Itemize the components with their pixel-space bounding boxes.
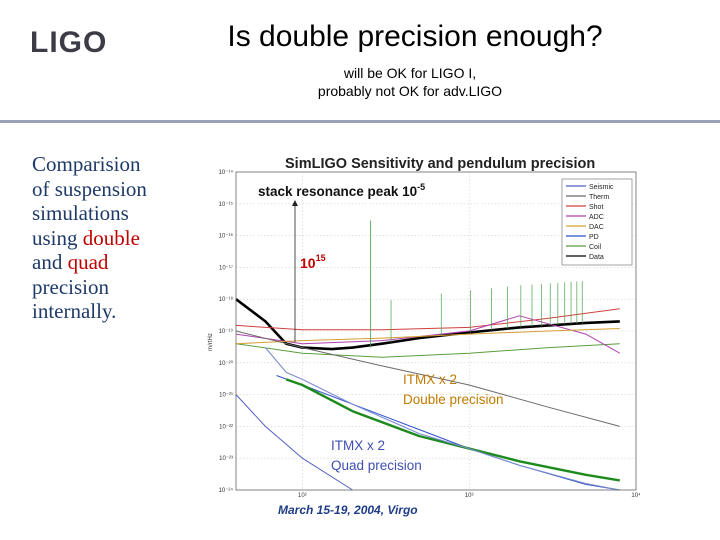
series-line-itmx-x-2-quad-precision <box>264 347 620 491</box>
slide-title: Is double precision enough? <box>227 20 603 53</box>
y-tick-label: 10⁻²⁴ <box>219 487 234 494</box>
series-line-dac <box>235 328 620 345</box>
legend-box <box>561 178 633 266</box>
y-tick-label: 10⁻²³ <box>219 456 233 462</box>
description-line: of suspension <box>32 176 147 201</box>
annotation-stack-text: stack resonance peak 10 <box>258 184 417 199</box>
resonance-spikes <box>370 220 583 348</box>
header-divider <box>0 120 720 123</box>
y-tick-label: 10⁻¹⁸ <box>219 296 234 303</box>
annotation-ratio: 1015 <box>300 253 326 271</box>
description-line: internally. <box>32 299 117 323</box>
description-text-span: and <box>32 250 68 274</box>
description-text-span: using <box>32 225 83 250</box>
subtitle-line-2: probably not OK for adv.LIGO <box>317 83 503 99</box>
y-tick-label: 10⁻²² <box>219 424 233 430</box>
series-line-adc <box>235 315 621 354</box>
x-tick-label: 10³ <box>465 493 474 497</box>
legend-label: Shot <box>589 204 603 211</box>
y-axis-label: m/rtHz <box>208 333 214 351</box>
footer-date: March 15-19, 2004, Virgo <box>278 503 418 517</box>
x-tick-labels: 10² 10³ 10⁴ <box>298 492 640 497</box>
ligo-logo: LIGO <box>30 26 108 59</box>
slide-subtitle: will be OK for LIGO I, probably not OK f… <box>200 64 620 100</box>
description-text: Comparision of suspension simulations us… <box>32 152 192 324</box>
legend-label: PD <box>589 234 599 241</box>
y-tick-label: 10⁻¹⁵ <box>219 201 234 208</box>
series-line-seismic <box>235 394 353 491</box>
description-line: precision <box>32 274 109 299</box>
annotation-quad-line2: Quad precision <box>331 458 422 473</box>
y-tick-label: 10⁻¹⁶ <box>219 233 234 240</box>
x-tick-label: 10² <box>298 493 307 497</box>
legend-items: Seismic Therm Shot ADC DAC PD Coil Data <box>566 184 614 261</box>
legend-label: DAC <box>589 224 604 231</box>
legend-label: Seismic <box>589 184 614 191</box>
arrow-head <box>292 200 298 206</box>
annotation-ratio-exponent: 15 <box>316 253 326 263</box>
legend-label: Data <box>589 254 604 261</box>
quad-highlight: quad <box>67 250 109 274</box>
annotation-quad-line1: ITMX x 2 <box>331 438 385 453</box>
series-line-itmx-x-2-double-precision <box>285 378 620 482</box>
x-tick-label: 10⁴ <box>631 492 640 497</box>
series-line-coil <box>235 343 620 358</box>
y-tick-label: 10⁻²⁰ <box>219 360 234 367</box>
description-line: Comparision <box>32 152 141 176</box>
double-highlight: double <box>82 225 140 250</box>
annotation-ratio-base: 10 <box>300 255 316 271</box>
description-line: and quad <box>32 250 192 275</box>
sensitivity-chart: SimLIGO Sensitivity and pendulum precisi… <box>208 156 640 497</box>
description-line: simulations <box>32 201 129 225</box>
y-tick-label: 10⁻²¹ <box>219 393 233 399</box>
stack-annotation: stack resonance peak 10-5 <box>258 182 425 342</box>
legend-label: Coil <box>589 244 602 251</box>
series-line-therm <box>235 330 620 427</box>
description-line: using double <box>32 226 192 251</box>
plot-frame <box>235 171 637 491</box>
series-line-data <box>235 298 620 351</box>
y-tick-label: 10⁻¹⁷ <box>219 264 233 271</box>
chart-series <box>235 298 621 491</box>
series-line-shot <box>235 308 620 331</box>
annotation-stack-resonance: stack resonance peak 10-5 <box>258 182 425 199</box>
y-tick-labels: 10⁻¹⁴ 10⁻¹⁵ 10⁻¹⁶ 10⁻¹⁷ 10⁻¹⁸ 10⁻¹⁹ 10⁻²⁰ 10⁻²¹… <box>219 169 234 494</box>
annotation-double-line2: Double precision <box>403 392 504 407</box>
legend-label: ADC <box>589 214 604 221</box>
annotation-stack-exponent: -5 <box>417 182 425 192</box>
y-tick-label: 10⁻¹⁴ <box>219 169 234 176</box>
annotation-double-line1: ITMX x 2 <box>403 372 457 387</box>
subtitle-line-1: will be OK for LIGO I, <box>343 65 477 81</box>
legend: Seismic Therm Shot ADC DAC PD Coil Data <box>561 178 633 266</box>
legend-label: Therm <box>589 194 609 201</box>
y-tick-label: 10⁻¹⁹ <box>219 328 234 335</box>
chart-title: SimLIGO Sensitivity and pendulum precisi… <box>285 156 595 172</box>
